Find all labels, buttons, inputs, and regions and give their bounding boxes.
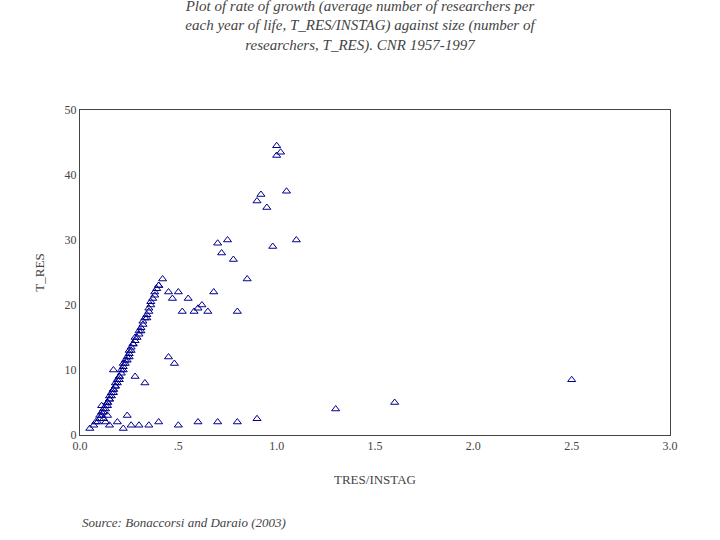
svg-text:1.0: 1.0 [269,439,284,453]
svg-text:0: 0 [71,428,77,442]
svg-text:1.5: 1.5 [368,439,383,453]
svg-text:0.0: 0.0 [73,439,88,453]
svg-text:.5: .5 [174,439,183,453]
svg-text:3.0: 3.0 [663,439,678,453]
svg-text:30: 30 [65,233,77,247]
svg-text:2.0: 2.0 [466,439,481,453]
svg-text:2.5: 2.5 [564,439,579,453]
svg-text:Source: Bonaccorsi and Daraio: Source: Bonaccorsi and Daraio (2003) [82,515,286,530]
svg-text:40: 40 [65,168,77,182]
svg-text:TRES/INSTAG: TRES/INSTAG [334,472,416,487]
svg-text:50: 50 [65,103,77,117]
svg-text:10: 10 [65,363,77,377]
svg-text:T_RES: T_RES [32,253,47,291]
svg-text:20: 20 [65,298,77,312]
svg-text:Plot of rate of growth (averag: Plot of rate of growth (average number o… [185,0,537,54]
